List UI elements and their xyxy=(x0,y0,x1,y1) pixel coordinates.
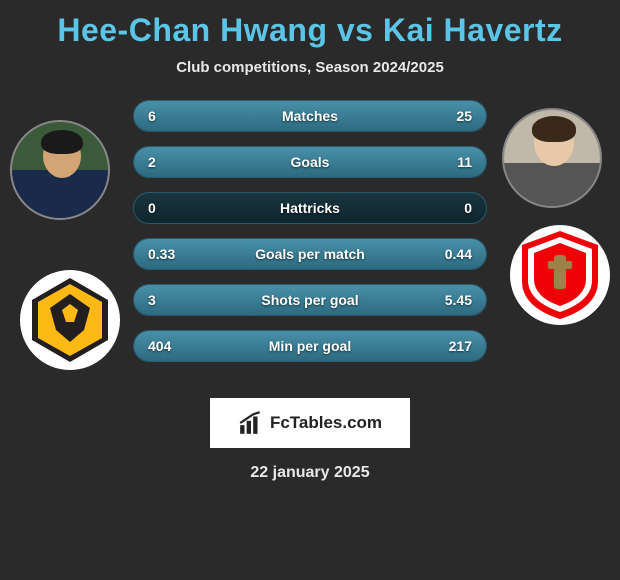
stat-value-left: 3 xyxy=(148,292,156,308)
subtitle: Club competitions, Season 2024/2025 xyxy=(0,59,620,76)
player-right-avatar xyxy=(502,108,602,208)
stat-value-right: 0.44 xyxy=(445,246,472,262)
stat-value-right: 25 xyxy=(456,108,472,124)
player-left-avatar xyxy=(10,120,110,220)
comparison-area: 6 Matches 25 2 Goals 11 0 Hattricks 0 0.33 Goals p… xyxy=(0,100,620,390)
stat-label: Goals per match xyxy=(255,246,365,262)
branding-box: FcTables.com xyxy=(210,398,410,448)
stat-row: 2 Goals 11 xyxy=(133,146,487,178)
stat-value-right: 0 xyxy=(464,200,472,216)
stat-value-right: 5.45 xyxy=(445,292,472,308)
club-badge-wolves xyxy=(20,270,120,370)
stat-row: 0 Hattricks 0 xyxy=(133,192,487,224)
stat-value-left: 0.33 xyxy=(148,246,175,262)
stat-value-left: 0 xyxy=(148,200,156,216)
stat-fill-right xyxy=(188,147,486,177)
stat-label: Matches xyxy=(282,108,338,124)
stat-value-right: 217 xyxy=(449,338,472,354)
stat-value-left: 6 xyxy=(148,108,156,124)
stat-value-left: 2 xyxy=(148,154,156,170)
date-line: 22 january 2025 xyxy=(0,464,620,482)
branding-text: FcTables.com xyxy=(270,413,382,433)
stat-fill-left xyxy=(134,101,202,131)
stat-label: Shots per goal xyxy=(261,292,358,308)
page-title: Hee-Chan Hwang vs Kai Havertz xyxy=(0,0,620,49)
stat-fill-left xyxy=(134,147,188,177)
stat-row: 3 Shots per goal 5.45 xyxy=(133,284,487,316)
stat-row: 0.33 Goals per match 0.44 xyxy=(133,238,487,270)
stat-label: Hattricks xyxy=(280,200,340,216)
stat-row: 404 Min per goal 217 xyxy=(133,330,487,362)
club-badge-arsenal xyxy=(510,225,610,325)
stat-label: Goals xyxy=(291,154,330,170)
stat-value-right: 11 xyxy=(457,154,472,170)
stat-value-left: 404 xyxy=(148,338,171,354)
stat-label: Min per goal xyxy=(269,338,351,354)
chart-icon xyxy=(238,410,264,436)
stat-rows: 6 Matches 25 2 Goals 11 0 Hattricks 0 0.33 Goals p… xyxy=(133,100,487,376)
stat-row: 6 Matches 25 xyxy=(133,100,487,132)
stat-fill-right xyxy=(202,101,486,131)
